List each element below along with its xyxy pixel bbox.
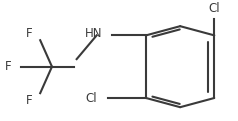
Text: Cl: Cl	[208, 2, 220, 15]
Text: F: F	[5, 60, 12, 73]
Text: HN: HN	[85, 27, 103, 40]
Text: F: F	[26, 94, 32, 107]
Text: Cl: Cl	[85, 91, 97, 105]
Text: F: F	[26, 27, 32, 40]
